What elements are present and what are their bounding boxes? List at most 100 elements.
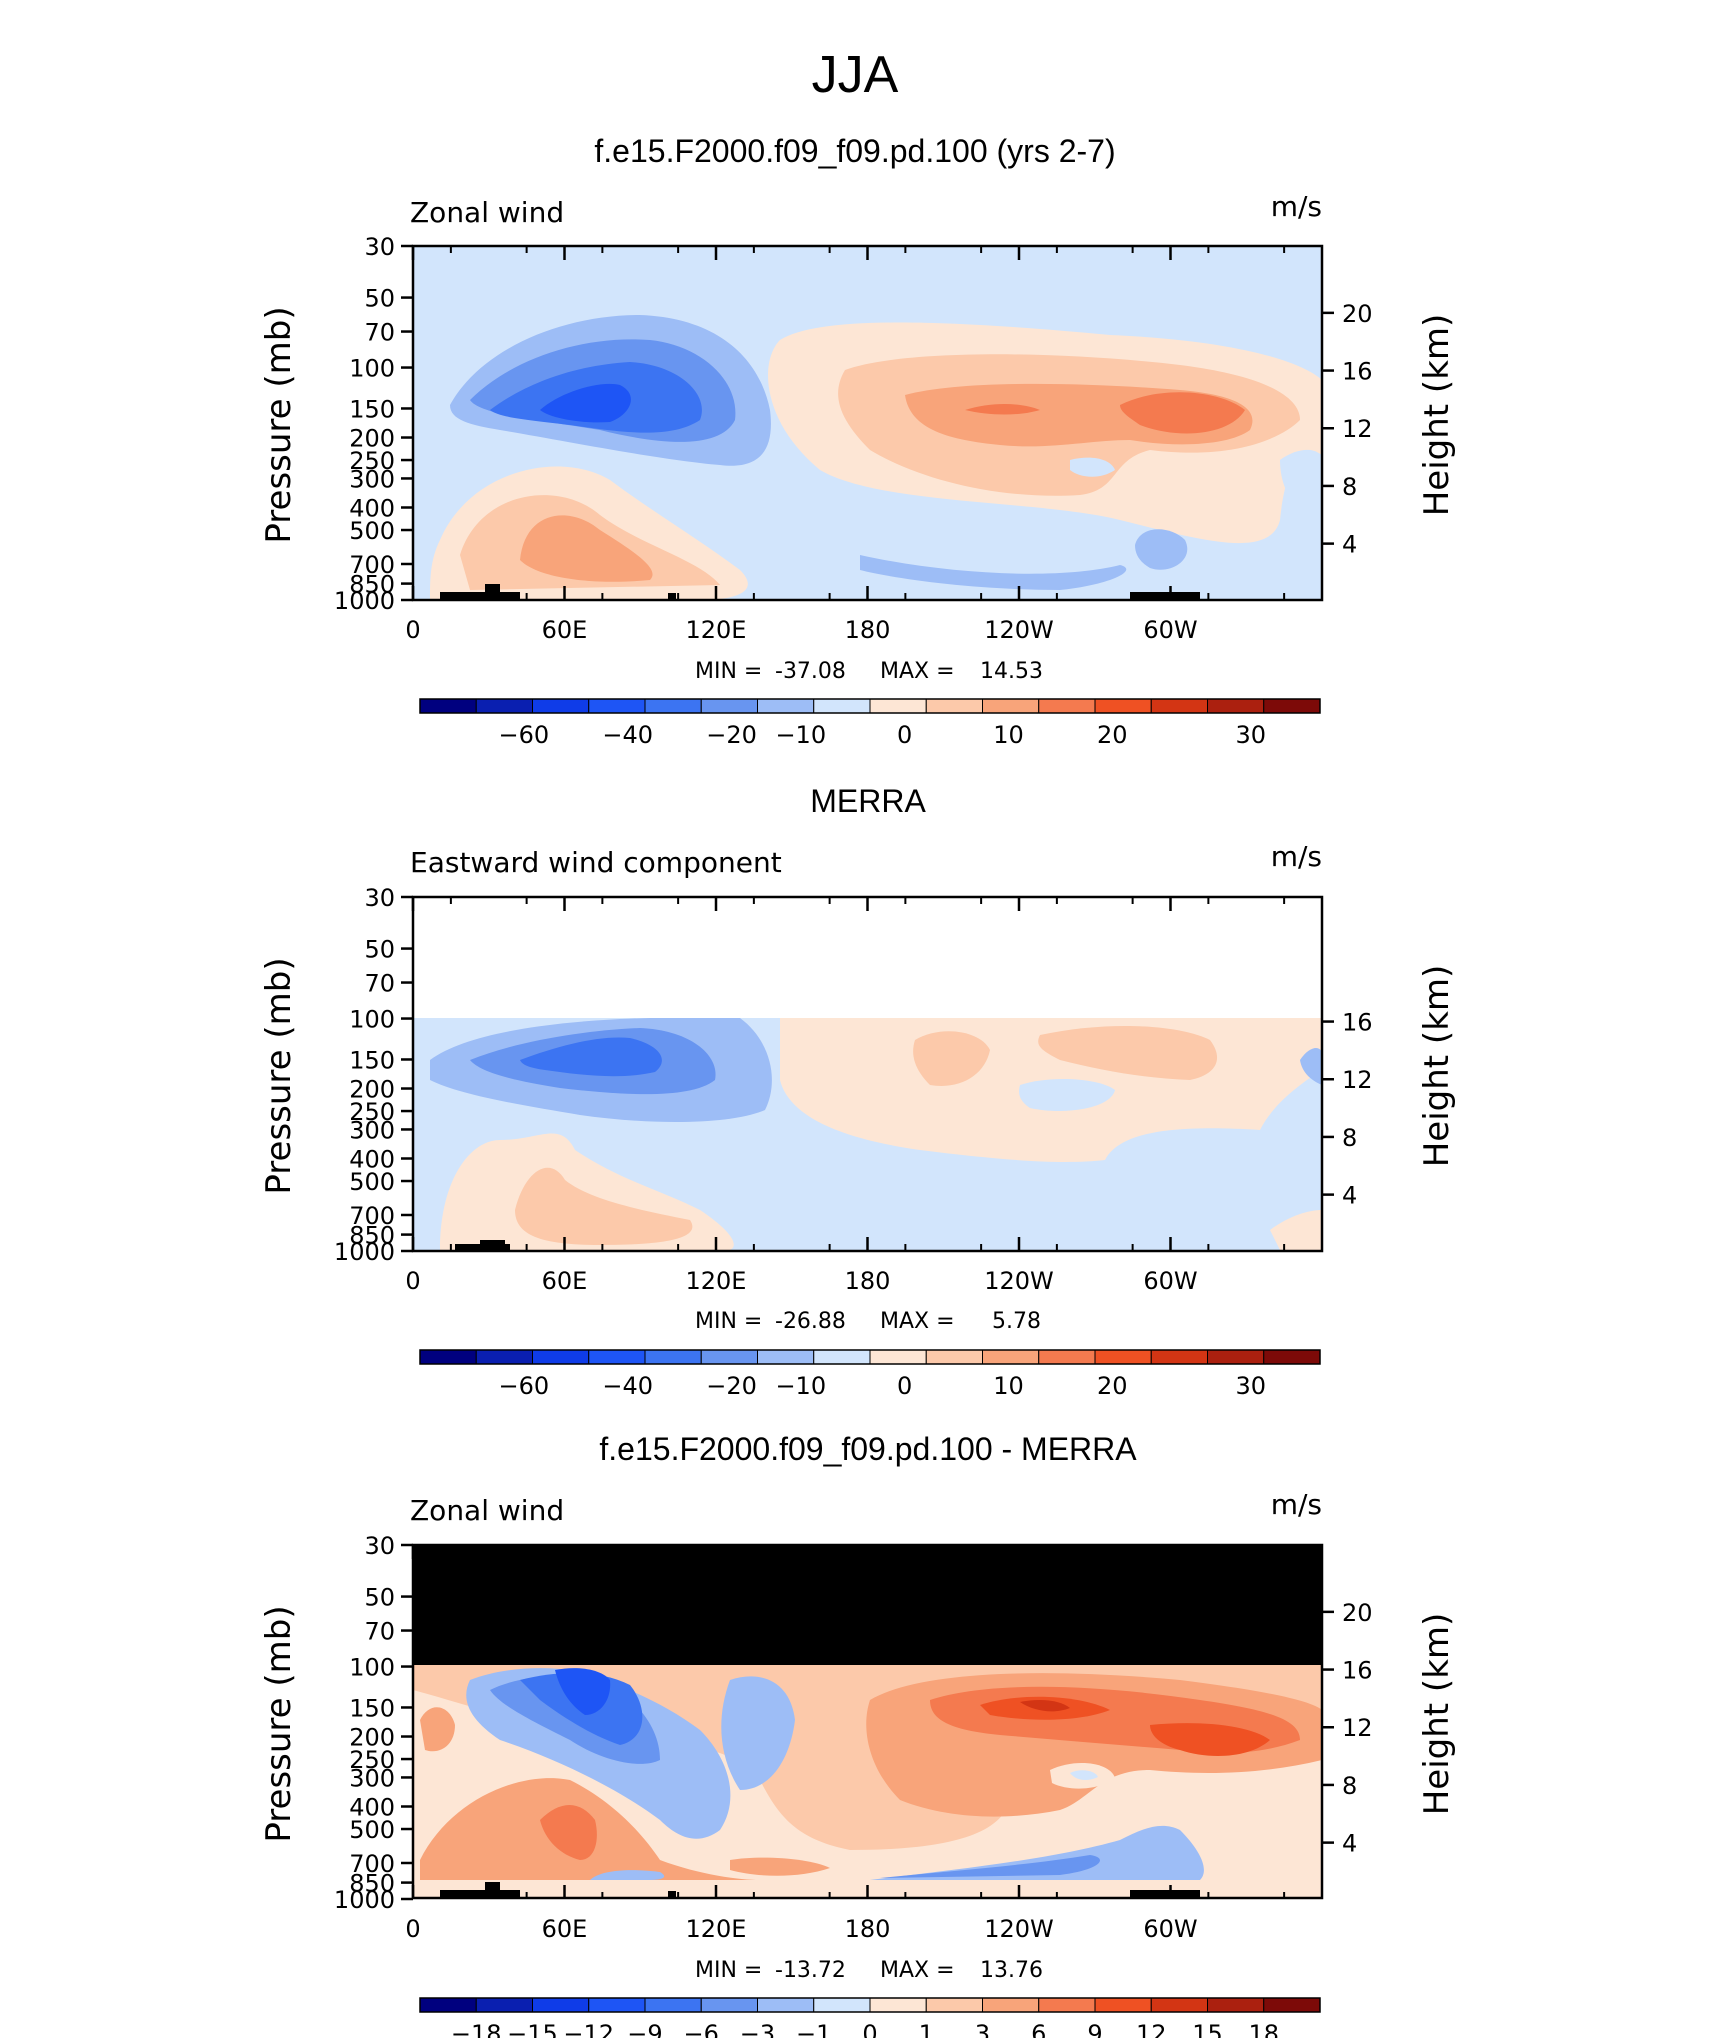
max-label: MAX = bbox=[880, 1309, 955, 1334]
colorbar-swatch bbox=[532, 1349, 590, 1365]
y-tick-label: 200 bbox=[349, 425, 395, 453]
colorbar-label: −40 bbox=[602, 1372, 653, 1400]
x-tick-label: 60E bbox=[542, 616, 588, 644]
colorbar-swatch bbox=[925, 1349, 983, 1365]
colorbar-swatch bbox=[813, 1349, 871, 1365]
colorbar-swatch bbox=[925, 698, 983, 714]
colorbar-label: −10 bbox=[775, 1372, 826, 1400]
panel-title: MERRA bbox=[810, 783, 926, 819]
colorbar-swatch bbox=[757, 1349, 815, 1365]
colorbar-swatch bbox=[475, 698, 533, 714]
y-axis-label-right: Height (km) bbox=[1417, 314, 1457, 517]
max-value: 13.76 bbox=[980, 1958, 1043, 1983]
y-right-tick-label: 20 bbox=[1342, 1599, 1373, 1627]
colorbar-label: 3 bbox=[975, 2020, 990, 2038]
colorbar-swatch bbox=[1038, 1349, 1096, 1365]
y-tick-label: 30 bbox=[364, 233, 395, 261]
colorbar-swatch bbox=[1094, 1997, 1152, 2013]
colorbar-swatch bbox=[982, 1349, 1040, 1365]
y-tick-label: 30 bbox=[364, 884, 395, 912]
y-tick-label: 1000 bbox=[334, 1886, 395, 1914]
colorbar-swatch bbox=[1094, 1349, 1152, 1365]
colorbar-swatch bbox=[813, 698, 871, 714]
units-label: m/s bbox=[1271, 190, 1322, 223]
y-tick-label: 250 bbox=[349, 1098, 395, 1126]
colorbar-swatch bbox=[588, 1349, 646, 1365]
axes-panel-3: 0 60E 120E 180 120W 60W3050701001502002503004… bbox=[259, 1532, 1457, 1943]
colorbar-swatch bbox=[982, 698, 1040, 714]
plot-area bbox=[411, 1543, 1324, 1900]
min-label: MIN = bbox=[695, 1309, 762, 1334]
max-value: 14.53 bbox=[980, 659, 1043, 684]
colorbar-swatch bbox=[1263, 1997, 1321, 2013]
axes-panel-2: 0 60E 120E 180 120W 60W3050701001502002503004… bbox=[259, 884, 1457, 1295]
colorbar-label: −20 bbox=[706, 721, 757, 749]
colorbar-label: −6 bbox=[684, 2020, 719, 2038]
colorbar-swatch bbox=[419, 698, 477, 714]
colorbar-label: 30 bbox=[1235, 721, 1266, 749]
x-tick-label: 120E bbox=[686, 616, 747, 644]
colorbar-swatch bbox=[419, 1349, 477, 1365]
min-value: -26.88 bbox=[775, 1309, 846, 1334]
x-tick-label: 120W bbox=[984, 1915, 1054, 1943]
colorbar-label: −60 bbox=[499, 1372, 550, 1400]
y-tick-label: 850 bbox=[349, 571, 395, 599]
colorbar-panel-2: −60 −40 −20 −10 0 10 20 30 bbox=[419, 1349, 1321, 1400]
y-tick-label: 400 bbox=[349, 494, 395, 522]
colorbar-swatch bbox=[1150, 1349, 1208, 1365]
y-right-tick-label: 16 bbox=[1342, 358, 1373, 386]
colorbar-label: −10 bbox=[775, 721, 826, 749]
y-tick-label: 300 bbox=[349, 465, 395, 493]
colorbar-swatch bbox=[757, 698, 815, 714]
y-tick-label: 850 bbox=[349, 1870, 395, 1898]
y-tick-label: 300 bbox=[349, 1764, 395, 1792]
colorbar-swatch bbox=[869, 1997, 927, 2013]
colorbar-swatch bbox=[1207, 1349, 1265, 1365]
y-tick-label: 150 bbox=[349, 395, 395, 423]
panel-model: f.e15.F2000.f09_f09.pd.100 (yrs 2-7) Zon… bbox=[259, 133, 1457, 749]
colorbar-swatch bbox=[1150, 1997, 1208, 2013]
y-tick-label: 400 bbox=[349, 1793, 395, 1821]
y-right-tick-label: 4 bbox=[1342, 1182, 1357, 1210]
y-tick-label: 1000 bbox=[334, 1238, 395, 1266]
y-axis-label: Pressure (mb) bbox=[259, 306, 299, 543]
colorbar-swatch bbox=[1263, 1349, 1321, 1365]
y-tick-label: 500 bbox=[349, 1816, 395, 1844]
y-right-tick-label: 12 bbox=[1342, 1066, 1373, 1094]
y-tick-label: 150 bbox=[349, 1694, 395, 1722]
colorbar-label: −20 bbox=[706, 1372, 757, 1400]
colorbar-label: −15 bbox=[507, 2020, 558, 2038]
y-right-tick-label: 12 bbox=[1342, 1714, 1373, 1742]
colorbar-swatch bbox=[982, 1997, 1040, 2013]
y-tick-label: 200 bbox=[349, 1076, 395, 1104]
y-tick-label: 100 bbox=[349, 1654, 395, 1682]
x-tick-label: 60E bbox=[542, 1915, 588, 1943]
colorbar-label: 1 bbox=[919, 2020, 934, 2038]
y-tick-label: 250 bbox=[349, 447, 395, 475]
colorbar-label: 9 bbox=[1087, 2020, 1102, 2038]
x-tick-label: 60W bbox=[1143, 1915, 1197, 1943]
colorbar-label: −1 bbox=[796, 2020, 831, 2038]
colorbar-panel-1: −60 −40 −20 −10 0 10 20 30 bbox=[419, 698, 1321, 749]
colorbar-swatch bbox=[1094, 698, 1152, 714]
x-tick-label: 120E bbox=[686, 1915, 747, 1943]
max-value: 5.78 bbox=[992, 1309, 1041, 1334]
panel-title: f.e15.F2000.f09_f09.pd.100 - MERRA bbox=[599, 1431, 1137, 1467]
y-right-tick-label: 4 bbox=[1342, 1830, 1357, 1858]
colorbar-label: 18 bbox=[1248, 2020, 1279, 2038]
colorbar-swatch bbox=[644, 1349, 702, 1365]
colorbar-label: 0 bbox=[862, 2020, 877, 2038]
y-tick-label: 100 bbox=[349, 355, 395, 383]
colorbar-swatch bbox=[813, 1997, 871, 2013]
y-right-tick-label: 16 bbox=[1342, 1657, 1373, 1685]
colorbar-label: 20 bbox=[1097, 721, 1128, 749]
y-right-tick-label: 4 bbox=[1342, 531, 1357, 559]
y-right-tick-label: 8 bbox=[1342, 473, 1357, 501]
variable-label: Eastward wind component bbox=[410, 846, 782, 879]
plot-area bbox=[411, 244, 1324, 602]
colorbar-swatch bbox=[1150, 698, 1208, 714]
colorbar-label: 15 bbox=[1192, 2020, 1223, 2038]
max-label: MAX = bbox=[880, 1958, 955, 1983]
colorbar-label: −60 bbox=[499, 721, 550, 749]
